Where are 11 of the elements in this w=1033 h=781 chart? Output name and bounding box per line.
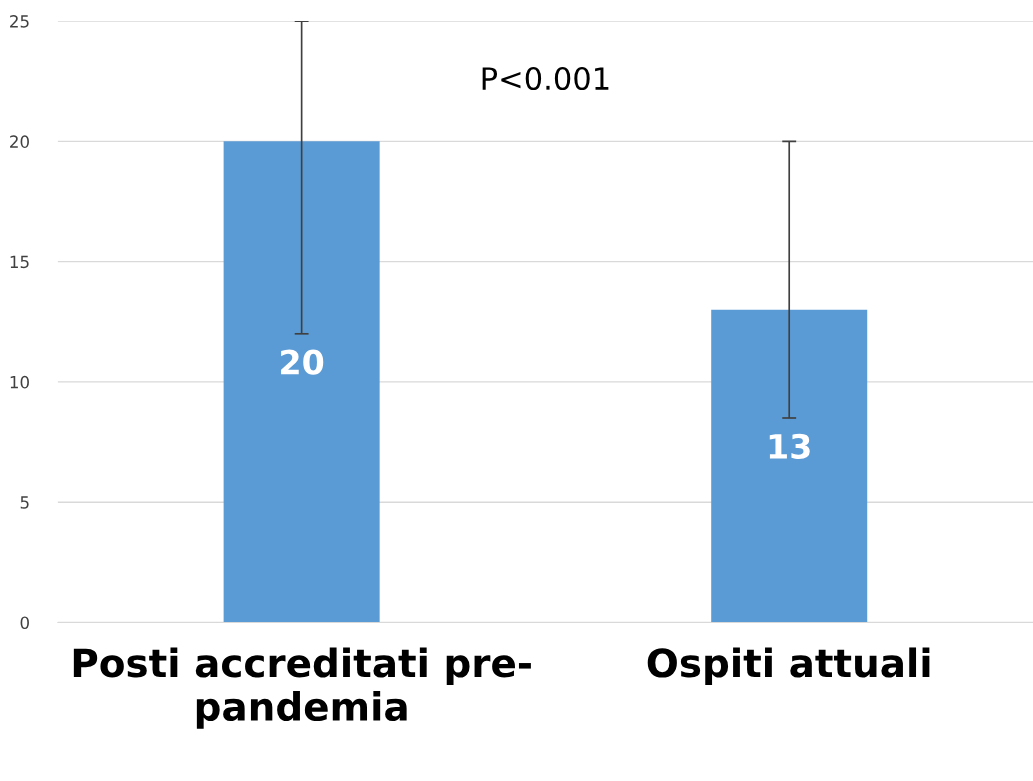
x-tick-label: Posti accreditati pre- pandemia [73,647,531,729]
data-label: 20 [281,349,324,375]
y-tick-label: 25 [10,15,29,28]
y-tick-label: 10 [10,375,29,389]
annotation: P<0.001 [482,66,609,91]
y-tick-label: 0 [20,616,29,630]
data-label: 13 [769,433,810,459]
y-tick-label: 20 [10,135,29,148]
y-tick-label: 15 [10,255,29,269]
y-tick-label: 5 [20,496,29,509]
x-tick-label: Ospiti attuali [647,647,930,686]
